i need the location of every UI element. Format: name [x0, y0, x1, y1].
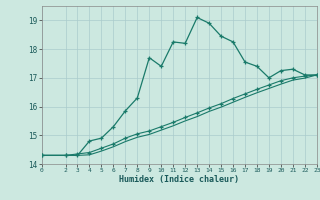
X-axis label: Humidex (Indice chaleur): Humidex (Indice chaleur): [119, 175, 239, 184]
